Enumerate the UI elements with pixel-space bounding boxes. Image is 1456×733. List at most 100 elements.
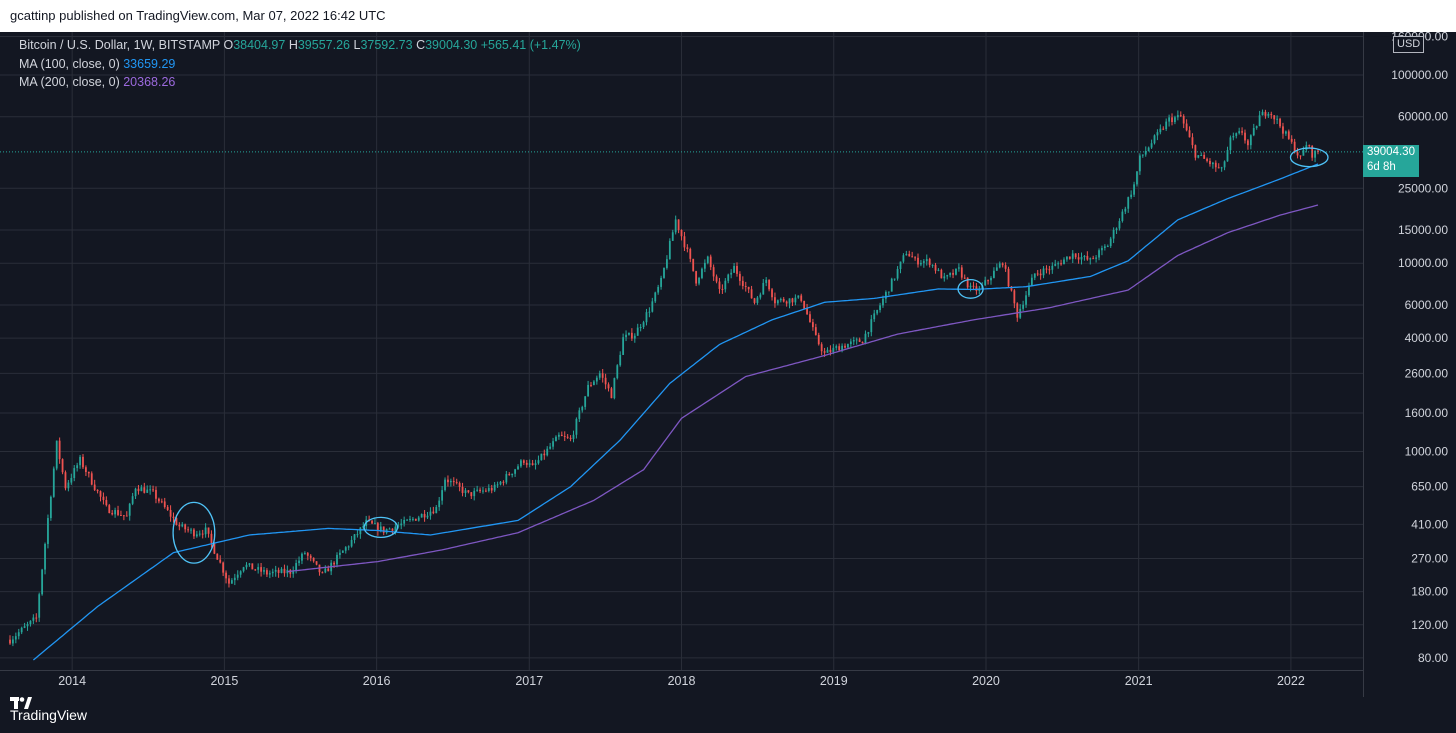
candle [341,550,344,554]
candle [598,370,601,380]
candle [1089,257,1092,265]
candle [595,375,598,385]
candle [1194,144,1197,161]
candle [776,299,779,306]
candle [248,563,251,567]
symbol-label[interactable]: Bitcoin / U.S. Dollar, 1W, BITSTAMP [19,38,220,52]
candle [952,269,954,279]
candle [1276,115,1279,124]
candle [204,523,207,538]
candle [473,487,476,501]
candle [143,482,146,494]
candle [1182,114,1185,129]
candle [587,380,589,397]
candle [1115,227,1118,234]
candle [522,459,525,466]
candle [666,255,668,270]
candle [896,266,899,281]
candle [447,475,449,487]
candle [73,465,76,482]
candle [260,563,262,577]
candle [671,229,674,241]
x-tick-label: 2019 [820,674,848,688]
currency-button[interactable]: USD [1393,36,1425,53]
candle [1019,304,1022,319]
candle [899,261,902,274]
candle [578,407,581,423]
y-tick-label: 120.00 [1411,618,1448,632]
candle [803,300,806,310]
candle [1045,265,1048,274]
candle [922,259,925,268]
candle [969,282,972,292]
candle [861,341,864,344]
candle [797,295,800,299]
candle [1282,122,1284,139]
candle [1185,119,1188,132]
candle [864,330,867,345]
candle [41,568,44,596]
candle [1290,135,1293,144]
chart-area[interactable]: 160000.00100000.0060000.0025000.0015000.… [0,32,1456,697]
candle [344,546,347,554]
candle [552,437,554,450]
candle [537,455,540,465]
candle [32,614,35,624]
last-price-tag: 39004.30 6d 8h [1363,144,1419,177]
candle [593,380,595,386]
ma100-row[interactable]: MA (100, close, 0) 33659.29 [19,55,581,74]
candle [555,435,557,442]
candle [353,533,356,544]
candle [414,518,417,522]
candle [949,272,952,278]
y-tick-label: 270.00 [1411,551,1448,565]
candle [1264,109,1267,119]
candle [680,229,683,241]
candle [292,566,295,578]
tradingview-logo[interactable]: TradingView [10,697,87,733]
candle [686,244,689,253]
candle [1138,153,1141,175]
candle [1220,166,1223,172]
candle [242,566,245,573]
candle [800,293,803,303]
open-value: 38404.97 [233,38,286,52]
candle [117,505,119,517]
candle [654,291,657,304]
candle [914,256,916,261]
candle [998,261,1001,269]
candle [619,351,622,367]
candle [508,472,511,476]
candle [747,286,750,294]
candle [487,484,490,493]
published-text: gcattinp published on TradingView.com, M… [10,8,386,23]
candle [569,435,572,442]
candle [928,257,931,268]
candle [157,497,160,504]
candle [1101,245,1103,256]
candle [271,568,274,577]
candle [105,496,108,507]
candle [908,250,911,257]
candle [12,635,14,647]
brand-name: TradingView [10,707,88,723]
candle [239,570,242,578]
candle [222,561,225,577]
candle [79,454,81,469]
candle [1249,134,1252,150]
candle [765,277,768,287]
candle [455,478,458,485]
candle [1279,117,1281,129]
candle [312,557,315,563]
ma200-row[interactable]: MA (200, close, 0) 20368.26 [19,73,581,92]
candle [359,527,362,539]
candle [306,552,309,561]
candle [630,328,633,341]
candle [388,527,391,530]
annotation-circle [957,279,984,299]
candle [406,518,408,521]
candle [1179,111,1182,117]
candle [1092,255,1095,260]
price-chart[interactable]: 160000.00100000.0060000.0025000.0015000.… [0,32,1456,697]
candle [844,343,846,349]
